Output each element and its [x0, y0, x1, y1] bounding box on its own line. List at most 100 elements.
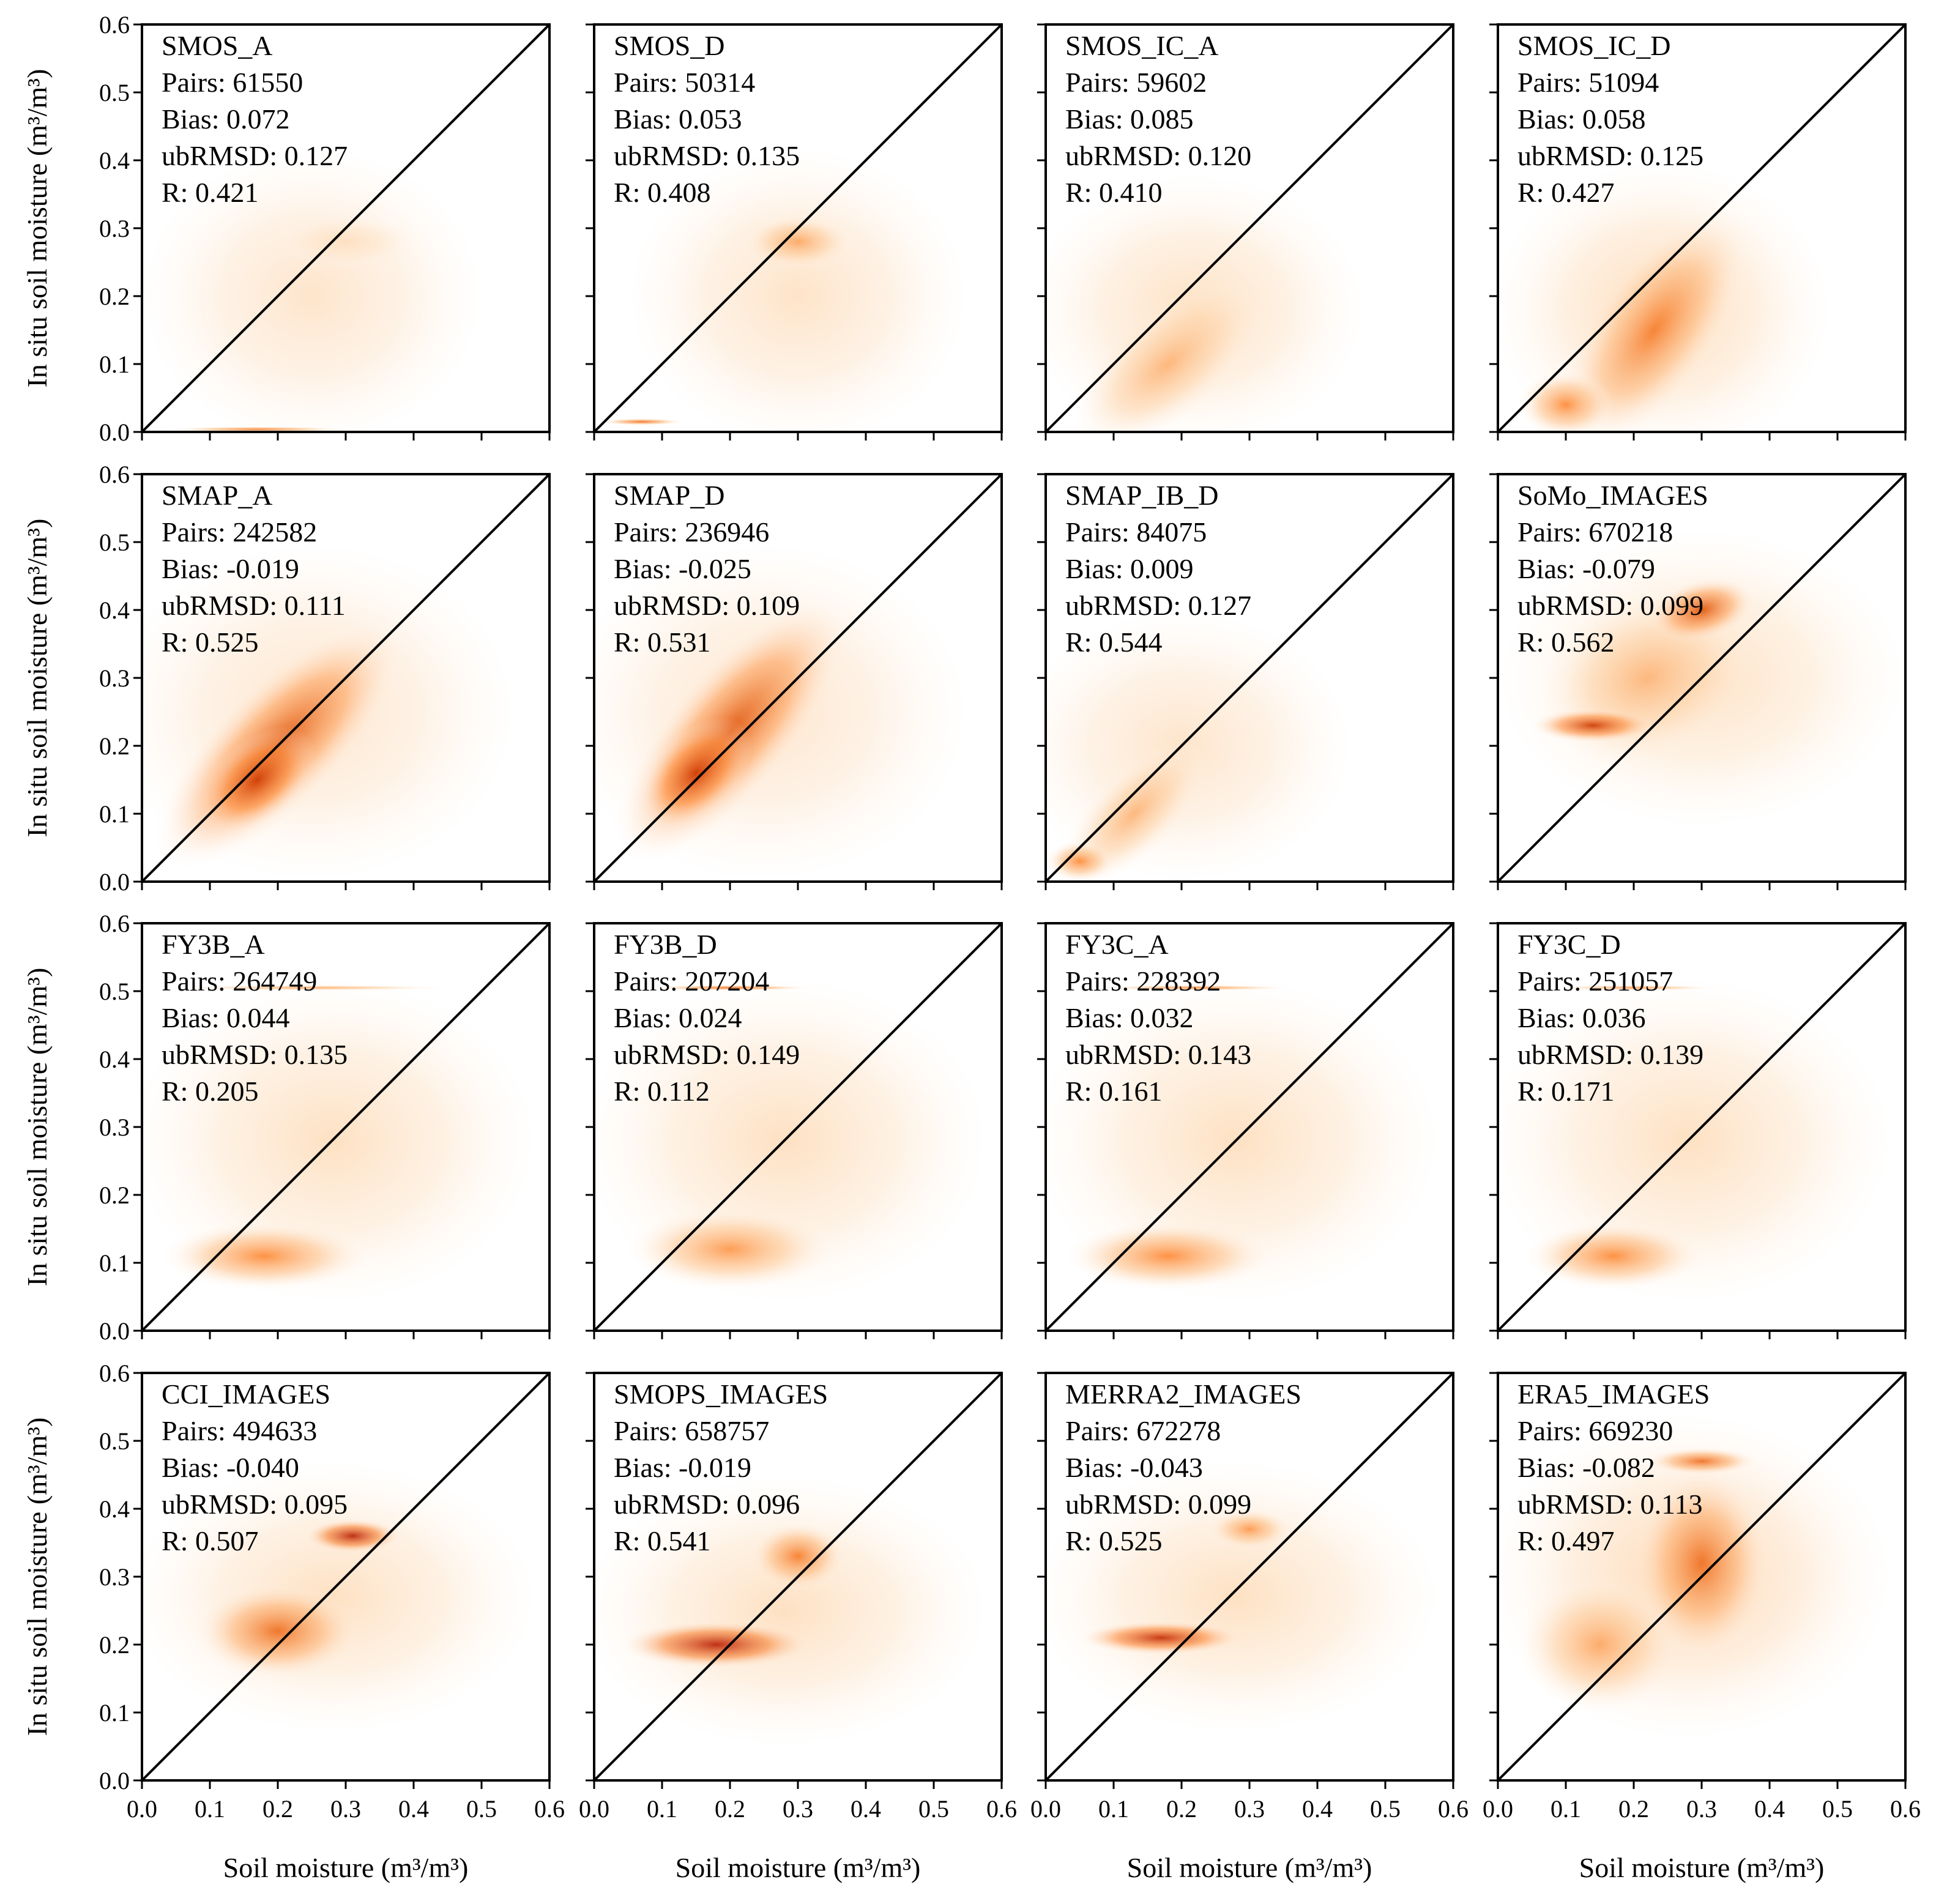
panel-r-label: R: 0.544 — [1065, 627, 1162, 658]
x-tick-label: 0.6 — [534, 1795, 565, 1823]
panel-pairs-label: Pairs: 672278 — [1065, 1415, 1221, 1446]
panel-smos-ic-d: SMOS_IC_D Pairs: 51094 Bias: 0.058 ubRMSD: … — [1489, 23, 1907, 441]
panel-r-label: R: 0.525 — [162, 627, 258, 658]
panel-r-label: R: 0.161 — [1065, 1076, 1162, 1107]
panel-r-label: R: 0.531 — [614, 627, 710, 658]
one-to-one-line — [141, 473, 551, 883]
x-tick-label: 0.0 — [127, 1795, 157, 1823]
y-axis-label: In situ soil moisture (m³/m³) — [21, 968, 53, 1287]
y-tick-label: 0.3 — [99, 215, 130, 242]
panel-pairs-label: Pairs: 50314 — [614, 67, 755, 98]
y-tick-label: 0.0 — [99, 1767, 130, 1794]
panel-r-label: R: 0.497 — [1517, 1525, 1614, 1556]
panel-r-label: R: 0.410 — [1065, 177, 1162, 208]
panel-r-label: R: 0.421 — [162, 177, 258, 208]
panel-pairs-label: Pairs: 264749 — [162, 965, 317, 997]
density-cluster — [1046, 1461, 1440, 1733]
density-cluster — [639, 716, 753, 829]
panel-ubrmsd-label: ubRMSD: 0.127 — [1065, 590, 1251, 621]
y-tick-label: 0.5 — [99, 79, 130, 106]
density-cluster — [1073, 278, 1264, 432]
one-to-one-line — [141, 1372, 551, 1782]
panel-ubrmsd-label: ubRMSD: 0.120 — [1065, 140, 1251, 171]
density-layer — [142, 1461, 536, 1733]
density-layer — [594, 977, 988, 1304]
x-tick-label: 0.5 — [1822, 1795, 1853, 1823]
y-axis-label: In situ soil moisture (m³/m³) — [21, 69, 53, 388]
density-cluster — [142, 977, 536, 1304]
panel-pairs-label: Pairs: 84075 — [1065, 516, 1207, 548]
panel-title: FY3B_D — [614, 929, 717, 960]
density-cluster — [162, 1222, 367, 1290]
density-cluster — [628, 1208, 832, 1290]
one-to-one-line — [593, 922, 1003, 1332]
panel-ubrmsd-label: ubRMSD: 0.111 — [162, 590, 346, 621]
density-cluster — [594, 1474, 988, 1747]
panel-pairs-label: Pairs: 251057 — [1517, 965, 1673, 997]
one-to-one-line — [1497, 922, 1907, 1332]
density-cluster — [169, 426, 346, 432]
panel-smos-ic-a: SMOS_IC_A Pairs: 59602 Bias: 0.085 ubRMSD: … — [1037, 23, 1454, 441]
density-cluster — [1498, 977, 1892, 1304]
x-tick-label: 0.2 — [1166, 1795, 1197, 1823]
x-axis-label: Soil moisture (m³/m³) — [1127, 1852, 1372, 1883]
panel-r-label: R: 0.408 — [614, 177, 710, 208]
panel-r-label: R: 0.562 — [1517, 627, 1614, 658]
panel-bias-label: Bias: 0.044 — [162, 1002, 290, 1033]
one-to-one-line — [141, 23, 551, 433]
x-tick-label: 0.4 — [1754, 1795, 1785, 1823]
x-axis-label: Soil moisture (m³/m³) — [223, 1852, 469, 1883]
x-tick-label: 0.4 — [851, 1795, 881, 1823]
panel-bias-label: Bias: 0.053 — [614, 103, 742, 135]
x-axis-label: Soil moisture (m³/m³) — [1579, 1852, 1825, 1883]
x-tick-label: 0.1 — [1098, 1795, 1129, 1823]
panel-r-label: R: 0.171 — [1517, 1076, 1614, 1107]
panel-ubrmsd-label: ubRMSD: 0.109 — [614, 590, 800, 621]
panel-pairs-label: Pairs: 494633 — [162, 1415, 317, 1446]
panel-fy3b-a: 0.0 0.1 0.2 0.3 0.4 0.5 0.6 FY3B_A Pairs: 264749… — [21, 910, 551, 1345]
panel-bias-label: Bias: -0.082 — [1517, 1452, 1655, 1483]
panel-smap-d: SMAP_D Pairs: 236946 Bias: -0.025 ubRMSD: 0… — [586, 473, 1003, 890]
y-tick-label: 0.1 — [99, 1249, 130, 1277]
x-tick-label: 0.6 — [986, 1795, 1017, 1823]
density-cluster — [1208, 1509, 1290, 1550]
x-tick-label: 0.0 — [579, 1795, 609, 1823]
x-tick-label: 0.3 — [783, 1795, 813, 1823]
panel-r-label: R: 0.507 — [162, 1525, 258, 1556]
y-tick-label: 0.5 — [99, 978, 130, 1005]
panel-smos-d: SMOS_D Pairs: 50314 Bias: 0.053 ubRMSD: 0.1… — [586, 23, 1003, 441]
density-cluster — [1046, 841, 1114, 882]
panel-pairs-label: Pairs: 207204 — [614, 965, 769, 997]
panel-ubrmsd-label: ubRMSD: 0.096 — [614, 1489, 800, 1520]
density-cluster — [1079, 1621, 1243, 1655]
x-tick-label: 0.6 — [1438, 1795, 1469, 1823]
density-cluster — [628, 146, 968, 432]
panel-merra2-images: 0.0 0.1 0.2 0.3 0.4 0.5 0.6 MERRA2_IMAGES Pairs:… — [1030, 1372, 1469, 1883]
panel-smap-ib-d: SMAP_IB_D Pairs: 84075 Bias: 0.009 ubRMSD: … — [1037, 473, 1454, 890]
one-to-one-line — [1044, 922, 1454, 1332]
panel-ubrmsd-label: ubRMSD: 0.095 — [162, 1489, 348, 1520]
panel-ubrmsd-label: ubRMSD: 0.135 — [614, 140, 800, 171]
panel-title: SMOS_IC_D — [1517, 30, 1671, 61]
x-tick-label: 0.2 — [715, 1795, 745, 1823]
panel-fy3c-a: FY3C_A Pairs: 228392 Bias: 0.032 ubRMSD: 0.… — [1037, 922, 1454, 1339]
panel-era5-images: 0.0 0.1 0.2 0.3 0.4 0.5 0.6 ERA5_IMAGES Pairs: 6… — [1483, 1372, 1921, 1883]
panel-bias-label: Bias: -0.079 — [1517, 553, 1655, 584]
density-cluster — [750, 1522, 846, 1591]
panel-somo-images: SoMo_IMAGES Pairs: 670218 Bias: -0.079 ubRM… — [1489, 473, 1907, 890]
density-cluster — [1552, 985, 1716, 991]
y-tick-label: 0.3 — [99, 1114, 130, 1141]
y-tick-label: 0.4 — [99, 147, 130, 174]
panel-r-label: R: 0.205 — [162, 1076, 258, 1107]
panel-title: SMAP_A — [162, 480, 273, 511]
y-tick-label: 0.6 — [99, 1359, 130, 1387]
panel-fy3b-d: FY3B_D Pairs: 207204 Bias: 0.024 ubRMSD: 0.… — [586, 922, 1003, 1339]
x-tick-label: 0.3 — [330, 1795, 361, 1823]
density-cluster — [176, 985, 448, 991]
panel-title: MERRA2_IMAGES — [1065, 1378, 1301, 1410]
density-layer — [594, 1474, 988, 1747]
density-cluster — [601, 418, 683, 425]
panel-pairs-label: Pairs: 51094 — [1517, 67, 1659, 98]
panel-bias-label: Bias: 0.009 — [1065, 553, 1194, 584]
